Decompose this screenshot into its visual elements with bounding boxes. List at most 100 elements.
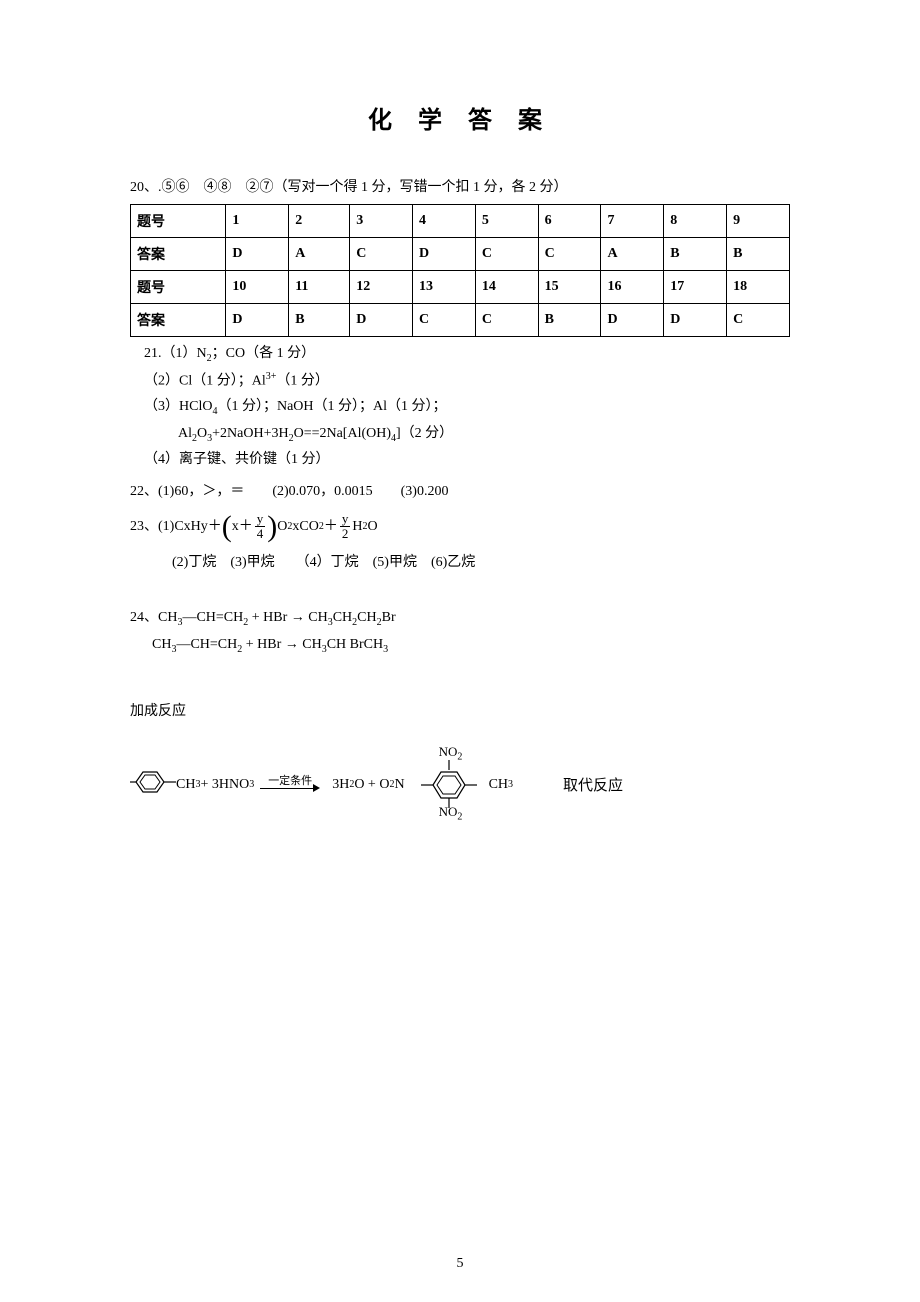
table-cell: D	[350, 304, 413, 337]
table-cell: D	[226, 304, 289, 337]
table-cell: C	[727, 304, 790, 337]
table-cell: 14	[475, 271, 538, 304]
text: （1 分）；NaOH（1 分）；Al（1 分）；	[217, 399, 446, 414]
text: x＋	[232, 517, 253, 537]
q22-line: 22、(1)60，＞，＝ (2)0.070，0.0015 (3)0.200	[130, 479, 790, 504]
subscript: 3	[383, 644, 388, 655]
fraction: y 4	[255, 512, 266, 542]
addition-label: 加成反应	[130, 699, 790, 724]
table-cell: D	[226, 238, 289, 271]
table-cell: 11	[289, 271, 350, 304]
table-cell: 5	[475, 205, 538, 238]
table-cell: D	[664, 304, 727, 337]
text: 3H	[332, 777, 349, 793]
subscript: 2	[192, 432, 197, 443]
row-label: 答案	[131, 304, 226, 337]
table-row: 题号 10 11 12 13 14 15 16 17 18	[131, 271, 790, 304]
table-cell: 13	[413, 271, 476, 304]
table-cell: 15	[538, 271, 601, 304]
text: O + O	[354, 777, 389, 793]
text: CH	[152, 637, 171, 652]
table-cell: C	[538, 238, 601, 271]
tnt-structure: NO2 NO2	[409, 750, 489, 820]
denominator: 4	[255, 527, 266, 541]
table-cell: C	[475, 238, 538, 271]
arrow-icon: →	[291, 610, 305, 625]
text: CH	[357, 610, 376, 625]
row-label: 答案	[131, 238, 226, 271]
text: ]（2 分）	[396, 426, 453, 441]
text: 24、CH	[130, 610, 177, 625]
table-cell: B	[727, 238, 790, 271]
no2-label: NO2	[439, 804, 463, 823]
table-cell: D	[413, 238, 476, 271]
left-paren-icon: (	[222, 512, 232, 542]
reaction-arrow-icon: 一定条件	[260, 776, 320, 794]
table-cell: 6	[538, 205, 601, 238]
numerator: y	[255, 512, 266, 527]
text: CH	[176, 777, 195, 793]
table-cell: C	[475, 304, 538, 337]
text: ；CO（各 1 分）	[212, 346, 315, 361]
table-row: 答案 D B D C C B D D C	[131, 304, 790, 337]
text: （3）HClO	[144, 399, 212, 414]
text: CH	[333, 610, 352, 625]
table-cell: 12	[350, 271, 413, 304]
table-cell: 17	[664, 271, 727, 304]
table-cell: 8	[664, 205, 727, 238]
table-cell: B	[538, 304, 601, 337]
arrow-icon: →	[285, 637, 299, 652]
text: 21.（1）N	[144, 346, 207, 361]
substitution-label: 取代反应	[563, 774, 623, 795]
table-cell: D	[601, 304, 664, 337]
table-cell: 7	[601, 205, 664, 238]
q21-line: 21.（1）N2；CO（各 1 分）	[130, 341, 790, 368]
right-paren-icon: )	[267, 512, 277, 542]
q21-line: Al2O3+2NaOH+3H2O==2Na[Al(OH)4]（2 分）	[130, 421, 790, 448]
table-row: 题号 1 2 3 4 5 6 7 8 9	[131, 205, 790, 238]
fraction: y 2	[340, 512, 351, 542]
table-cell: C	[350, 238, 413, 271]
text: + 3HNO	[200, 777, 249, 793]
table-cell: B	[289, 304, 350, 337]
table-cell: A	[601, 238, 664, 271]
table-row: 答案 D A C D C C A B B	[131, 238, 790, 271]
q24-line1: 24、CH3—CH=CH2 + HBr → CH3CH2CH2Br	[130, 605, 790, 632]
benzene-icon	[130, 769, 176, 800]
text: +2NaOH+3H	[212, 426, 288, 441]
text: Al	[178, 426, 192, 441]
text: （1 分）	[276, 374, 329, 389]
row-label: 题号	[131, 205, 226, 238]
text: O==2Na[Al(OH)	[294, 426, 391, 441]
table-cell: A	[289, 238, 350, 271]
q21-line: （4）离子键、共价键（1 分）	[130, 447, 790, 472]
table-cell: 9	[727, 205, 790, 238]
table-cell: 10	[226, 271, 289, 304]
text: ＋	[324, 517, 338, 537]
table-cell: 2	[289, 205, 350, 238]
document-page: 化 学 答 案 20、.⑤⑥ ④⑧ ②⑦（写对一个得 1 分，写错一个扣 1 分…	[0, 0, 920, 1302]
table-cell: 18	[727, 271, 790, 304]
text: N	[394, 777, 404, 793]
text: CH BrCH	[327, 637, 383, 652]
text: O	[367, 517, 377, 537]
text: H	[352, 517, 362, 537]
table-cell: 3	[350, 205, 413, 238]
table-cell: 4	[413, 205, 476, 238]
text: —CH=CH	[182, 610, 243, 625]
text: + HBr	[242, 637, 285, 652]
text: CH	[489, 777, 508, 793]
subscript: 3	[249, 779, 254, 790]
denominator: 2	[340, 527, 351, 541]
table-cell: C	[413, 304, 476, 337]
text: CH	[299, 637, 322, 652]
text: CH	[305, 610, 328, 625]
numerator: y	[340, 512, 351, 527]
text: + HBr	[248, 610, 291, 625]
text: xCO	[292, 517, 318, 537]
pre-table-note: 20、.⑤⑥ ④⑧ ②⑦（写对一个得 1 分，写错一个扣 1 分，各 2 分）	[130, 175, 790, 200]
superscript: 3+	[266, 371, 277, 382]
q23-equation: 23、(1)CxHy＋ ( x＋ y 4 ) O2 xCO2 ＋ y 2 H2 …	[130, 512, 790, 542]
table-cell: B	[664, 238, 727, 271]
answer-table: 题号 1 2 3 4 5 6 7 8 9 答案 D A C D C C A B …	[130, 204, 790, 337]
